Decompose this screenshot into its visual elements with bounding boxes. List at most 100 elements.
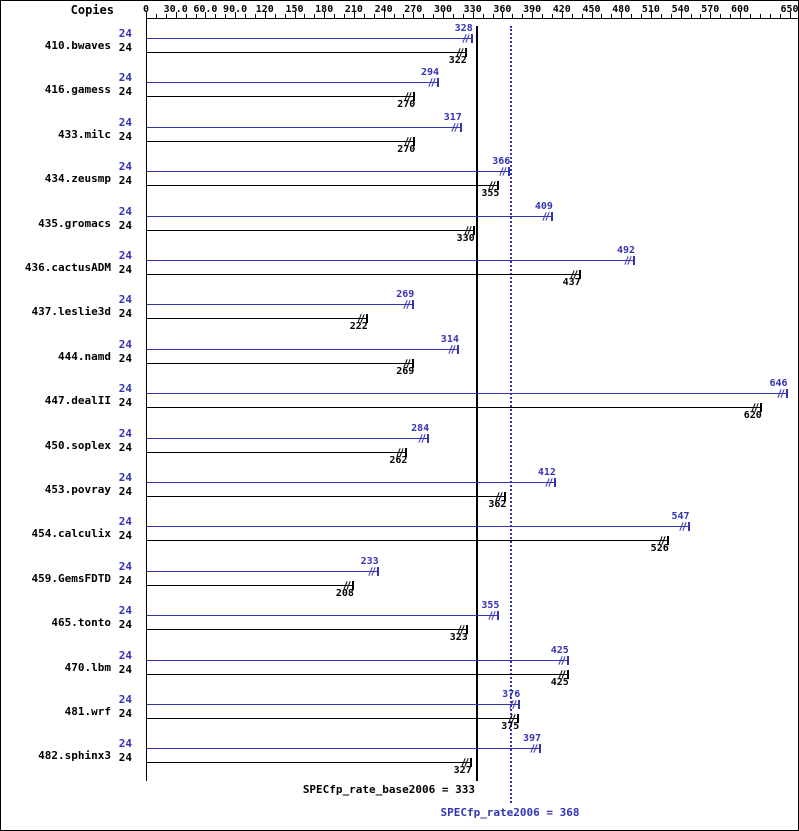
peak-bar-endcap <box>550 211 553 221</box>
peak-bar <box>147 615 499 617</box>
peak-reference-line <box>510 26 513 803</box>
peak-value-label: 646 <box>769 378 788 390</box>
axis-minor-tick <box>314 14 316 18</box>
axis-minor-tick <box>660 14 662 18</box>
peak-bar-endcap <box>497 611 500 621</box>
base-bar <box>147 318 367 320</box>
peak-bar <box>147 348 458 350</box>
base-bar <box>147 673 568 675</box>
base-value-label: 355 <box>481 188 500 200</box>
axis-minor-tick <box>641 14 642 18</box>
benchmark-name: 433.milc <box>58 127 111 141</box>
axis-tick-label: 180 <box>315 4 334 15</box>
peak-copies-label: 24 <box>118 27 132 40</box>
axis-minor-tick <box>245 14 246 18</box>
base-copies-label: 24 <box>118 440 132 454</box>
axis-major-tick <box>621 12 623 18</box>
axis-minor-tick <box>274 14 276 18</box>
axis-major-tick <box>383 12 385 18</box>
base-copies-label: 24 <box>118 396 132 410</box>
benchmark-name: 470.lbm <box>64 660 111 674</box>
base-bar <box>147 140 415 142</box>
base-copies-label: 24 <box>118 529 132 543</box>
axis-tick-label: 650 <box>780 4 799 15</box>
axis-minor-tick <box>373 14 375 18</box>
peak-copies-label: 24 <box>118 249 132 262</box>
axis-minor-tick <box>720 14 722 18</box>
peak-result-label: SPECfp_rate2006 = 368 <box>440 806 580 819</box>
axis-tick-label: 300 <box>433 4 453 15</box>
axis-minor-tick <box>670 14 672 18</box>
peak-bar <box>147 437 429 439</box>
peak-value-label: 425 <box>550 644 569 656</box>
base-value-label: 330 <box>456 232 475 244</box>
peak-value-label: 317 <box>443 111 462 123</box>
base-value-label: 323 <box>449 632 468 644</box>
peak-bar-endcap <box>437 78 440 88</box>
base-value-label: 526 <box>650 543 669 555</box>
axis-minor-tick <box>581 14 583 18</box>
peak-value-label: 376 <box>502 689 521 700</box>
base-bar-endcap <box>497 181 500 191</box>
base-value-label: 269 <box>396 365 415 377</box>
base-value-label: 362 <box>488 499 507 510</box>
peak-bar <box>147 482 555 483</box>
peak-copies-label: 24 <box>118 293 132 307</box>
peak-copies-label: 24 <box>118 737 132 751</box>
axis-minor-tick <box>304 14 306 18</box>
peak-copies-label: 24 <box>118 693 132 706</box>
peak-value-label: 397 <box>522 733 542 745</box>
benchmark-name: 437.leslie3d <box>31 305 111 319</box>
axis-minor-tick <box>155 14 157 18</box>
axis-tick-label: 90.0 <box>223 4 248 15</box>
axis-minor-tick <box>482 14 484 18</box>
peak-bar-endcap <box>518 700 521 709</box>
base-value-label: 327 <box>453 765 472 777</box>
base-copies-label: 24 <box>118 263 132 276</box>
base-bar-endcap <box>351 580 354 590</box>
axis-zero-line <box>146 19 147 781</box>
axis-minor-tick <box>363 14 365 18</box>
peak-bar <box>147 215 552 217</box>
axis-major-tick <box>324 12 326 18</box>
base-bar <box>147 96 415 98</box>
axis-minor-tick <box>225 14 227 18</box>
axis-minor-tick <box>462 14 464 18</box>
axis-tick-label: 600 <box>730 4 750 15</box>
axis-minor-tick <box>611 14 613 18</box>
axis-major-tick <box>502 12 504 18</box>
base-reference-line <box>475 26 478 781</box>
axis-major-tick <box>235 12 237 18</box>
peak-bar-endcap <box>566 655 569 665</box>
base-bar-endcap <box>413 92 416 102</box>
base-bar <box>147 274 580 275</box>
benchmark-name: 450.soplex <box>44 438 111 452</box>
peak-value-label: 409 <box>534 200 553 212</box>
peak-bar <box>147 82 439 84</box>
peak-value-label: 269 <box>396 289 415 301</box>
base-bar <box>147 540 668 542</box>
base-value-label: 620 <box>743 410 762 422</box>
benchmark-name: 465.tonto <box>51 616 111 630</box>
axis-tick-label: 450 <box>582 4 601 15</box>
axis-minor-tick <box>393 14 395 18</box>
axis-minor-tick <box>423 14 425 18</box>
peak-bar <box>147 304 414 306</box>
peak-bar <box>147 260 635 261</box>
benchmark-name: 435.gromacs <box>38 216 111 230</box>
axis-tick-label: 120 <box>255 4 274 15</box>
axis-major-tick <box>561 12 563 18</box>
base-copies-label: 24 <box>118 307 132 321</box>
base-value-label: 322 <box>448 55 467 66</box>
axis-minor-tick <box>215 14 217 18</box>
axis-tick-label: 510 <box>641 4 660 15</box>
axis-tick-label: 270 <box>404 4 423 15</box>
peak-bar <box>147 393 787 395</box>
axis-major-tick <box>146 12 147 18</box>
base-copies-label: 24 <box>118 218 132 232</box>
axis-tick-label: 480 <box>612 4 631 15</box>
peak-bar <box>147 171 510 173</box>
axis-major-tick <box>294 12 296 18</box>
base-value-label: 208 <box>335 587 354 599</box>
